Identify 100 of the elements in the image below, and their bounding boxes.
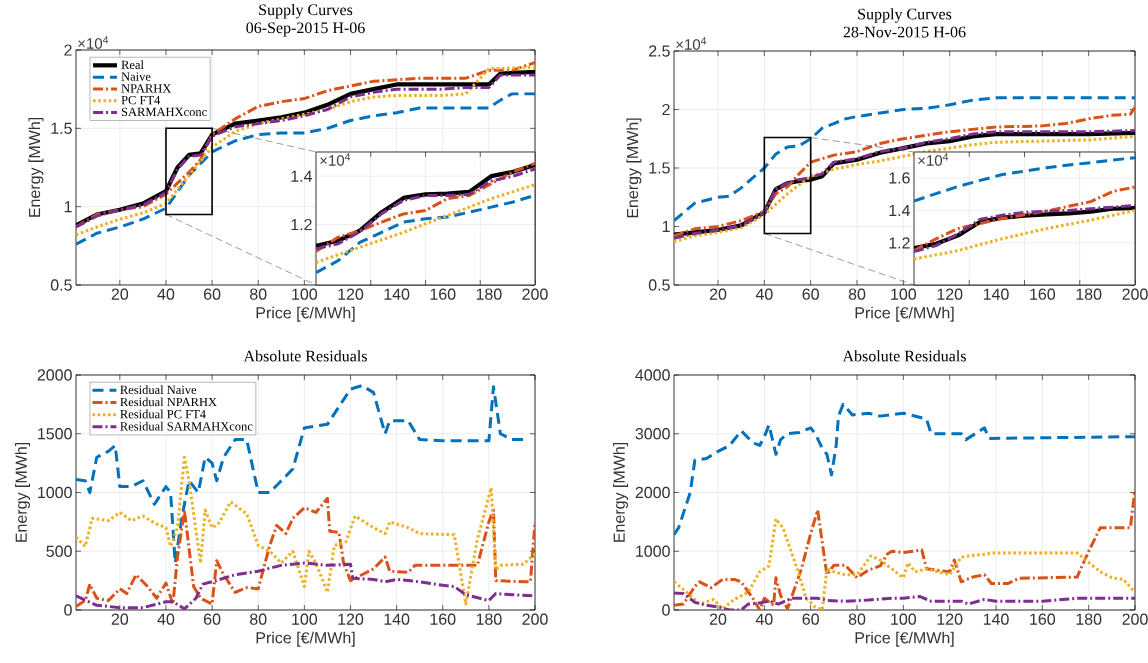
legend-label: Real	[121, 60, 144, 70]
line-series	[674, 105, 1135, 238]
line-series	[914, 208, 1135, 261]
x-tick-label: 20	[709, 288, 727, 300]
y-axis-title: Energy [MWh]	[15, 442, 31, 542]
x-tick-label: 20	[111, 613, 129, 625]
line-series	[674, 96, 1135, 223]
chart-title: Absolute Residuals	[243, 350, 367, 362]
y-tick-label: 1000	[38, 486, 72, 499]
x-tick-label: 120	[937, 613, 963, 625]
x-tick-label: 160	[430, 613, 456, 625]
line-series	[76, 496, 536, 608]
line-series	[76, 384, 525, 565]
x-tick-label: 180	[476, 288, 502, 300]
x-tick-label: 40	[755, 288, 773, 300]
legend-label: PC FT4	[121, 95, 161, 105]
y-tick-label: 1.4	[889, 204, 910, 216]
text: ×10$^{4}$	[676, 37, 707, 50]
x-tick-label: 40	[157, 613, 175, 625]
y-tick-label: 1.6	[889, 172, 910, 184]
x-tick-label: 160	[430, 288, 456, 300]
line-series	[674, 402, 1135, 537]
x-tick-label: 100	[891, 288, 917, 300]
x-tick-label: 20	[709, 613, 727, 625]
x-tick-label: 200	[1122, 613, 1148, 625]
x-tick-label: 160	[1030, 288, 1056, 300]
x-tick-label: 140	[983, 613, 1009, 625]
y-tick-label: 1.4	[291, 170, 312, 182]
x-tick-label: 80	[250, 613, 267, 625]
x-axis-title: Price [€/MWh]	[256, 306, 355, 322]
chart-subtitle: 06-Sep-2015 H-06	[246, 22, 365, 37]
x-tick-label: 60	[204, 613, 221, 625]
x-tick-label: 40	[755, 613, 773, 625]
y-tick-label: 1.5	[649, 162, 670, 174]
x-tick-label: 120	[338, 288, 364, 300]
x-axis-title: Price [€/MWh]	[855, 631, 954, 647]
x-tick-label: 140	[983, 288, 1009, 300]
x-tick-label: 180	[1076, 288, 1102, 300]
y-axis-title: Energy [MWh]	[613, 442, 629, 542]
y-tick-label: 1.2	[889, 237, 910, 249]
y-tick-label: 4000	[635, 369, 670, 381]
x-tick-label: 160	[1030, 613, 1056, 625]
x-tick-label: 100	[292, 613, 318, 625]
legend-label: Residual PC FT4	[120, 409, 206, 419]
chart-title: Supply Curves	[259, 3, 353, 19]
y-tick-label: 1	[662, 220, 670, 232]
y-tick-label: 500	[46, 545, 72, 557]
legend-label: SARMAHXconc	[121, 107, 207, 117]
y-tick-label: 1.2	[291, 218, 312, 231]
x-tick-label: 60	[204, 288, 221, 300]
x-axis-title: Price [€/MWh]	[855, 306, 954, 322]
chart-title: Supply Curves	[858, 8, 952, 23]
x-axis-title: Price [€/MWh]	[256, 631, 355, 647]
x-tick-label: 140	[384, 288, 410, 300]
line-series	[316, 183, 536, 264]
x-tick-label: 200	[1122, 288, 1148, 300]
y-tick-label: 1.5	[51, 122, 72, 134]
legend-label: Residual NPARHX	[120, 397, 217, 407]
y-tick-label: 2	[64, 44, 72, 56]
chart-title: Absolute Residuals	[842, 350, 966, 362]
x-tick-label: 100	[292, 288, 318, 300]
x-tick-label: 180	[476, 613, 502, 625]
x-tick-label: 80	[848, 613, 866, 625]
x-tick-label: 120	[937, 288, 963, 300]
legend-label: Naive	[121, 72, 151, 81]
x-tick-label: 60	[802, 613, 819, 625]
legend-label: Residual Naive	[120, 385, 197, 395]
y-axis-title: Energy [MWh]	[626, 118, 642, 218]
chart-subtitle: 28-Nov-2015 H-06	[843, 26, 966, 38]
annotation: ×10$^{4}$	[918, 153, 949, 166]
y-tick-label: 1000	[636, 545, 670, 557]
y-tick-label: 2000	[37, 369, 72, 381]
x-tick-label: 80	[250, 288, 267, 300]
text: ×10$^{4}$	[78, 36, 109, 49]
x-tick-label: 40	[157, 288, 175, 300]
y-tick-label: 0.5	[50, 279, 72, 291]
y-tick-label: 1500	[38, 428, 72, 440]
y-tick-label: 3000	[635, 428, 670, 440]
x-tick-label: 200	[522, 288, 548, 300]
x-tick-label: 60	[802, 288, 819, 300]
x-tick-label: 20	[111, 288, 129, 300]
y-tick-label: 0	[662, 604, 670, 616]
x-tick-label: 200	[522, 613, 548, 625]
y-tick-label: 2	[662, 103, 670, 116]
x-tick-label: 100	[891, 613, 917, 625]
y-tick-label: 0.5	[648, 279, 670, 291]
line-series	[914, 185, 1135, 253]
y-axis-title: Energy [MWh]	[28, 117, 44, 217]
x-tick-label: 140	[384, 613, 410, 625]
y-tick-label: 1	[64, 201, 72, 213]
x-tick-label: 80	[848, 288, 866, 300]
y-tick-label: 0	[64, 604, 72, 616]
x-tick-label: 180	[1076, 613, 1102, 625]
legend-label: Residual SARMAHXconc	[120, 421, 253, 431]
y-tick-label: 2.5	[649, 45, 670, 57]
line-series	[674, 517, 1135, 610]
annotation: ×10$^{4}$	[320, 153, 351, 166]
x-tick-label: 120	[338, 613, 364, 625]
line-series	[76, 455, 536, 606]
y-tick-label: 2000	[635, 486, 670, 499]
